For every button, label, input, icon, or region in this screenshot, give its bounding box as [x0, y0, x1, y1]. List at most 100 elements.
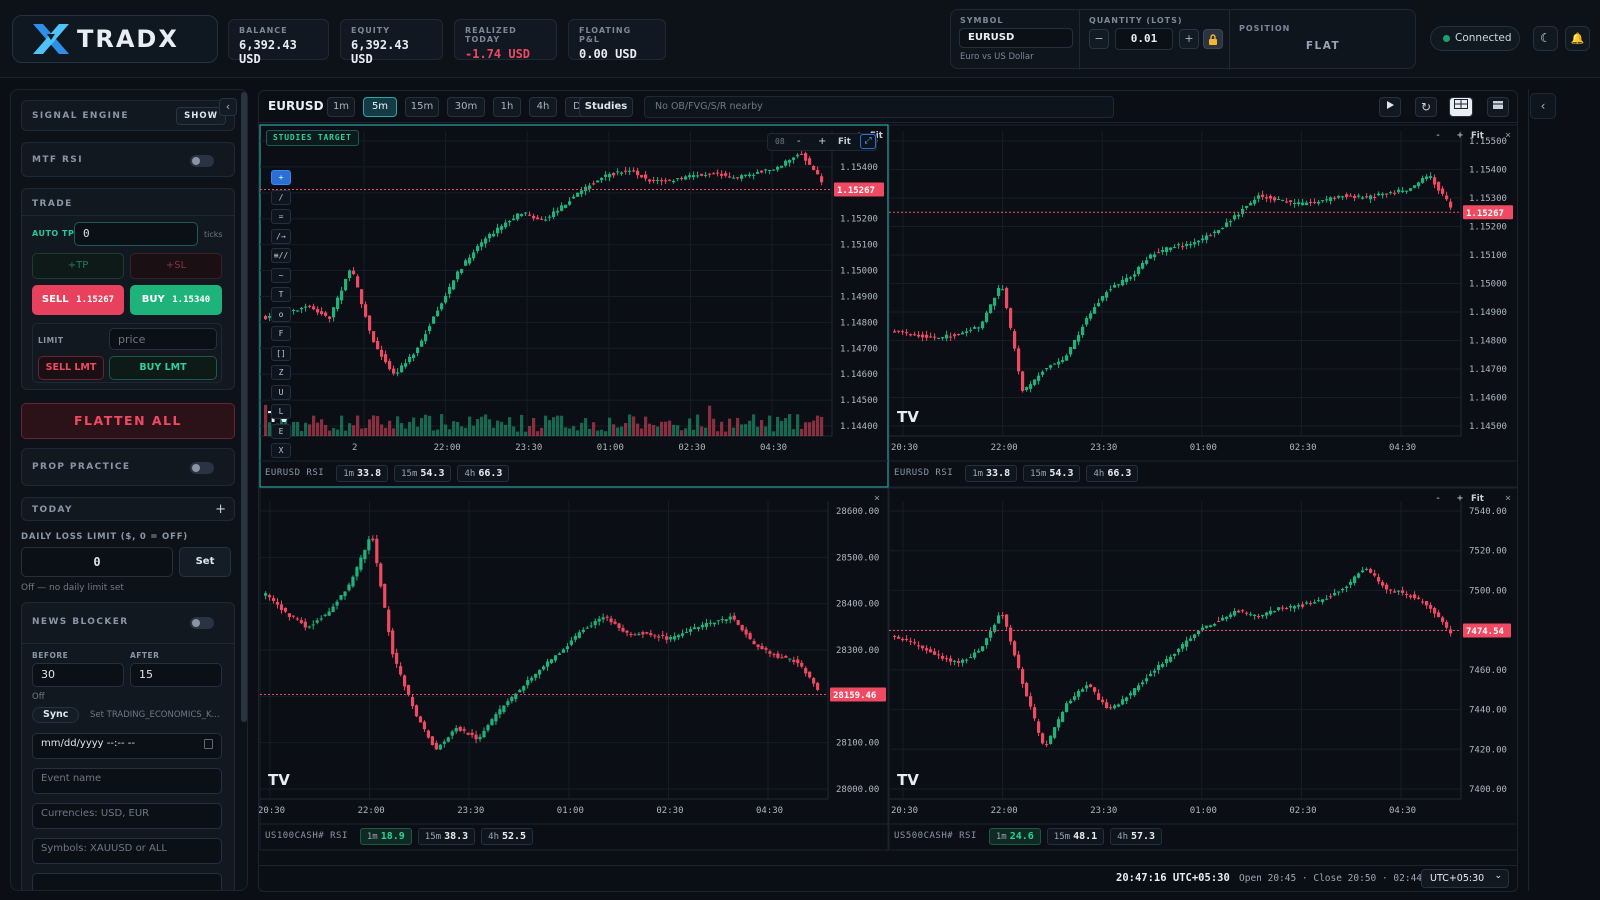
- chart-pane-p4[interactable]: [888, 487, 1518, 851]
- draw-tool-3[interactable]: /→: [271, 228, 291, 244]
- lock-icon[interactable]: [1203, 29, 1223, 49]
- news-after-input[interactable]: 15: [130, 663, 222, 687]
- refresh-icon[interactable]: ↻: [1415, 97, 1437, 117]
- play-icon[interactable]: [1379, 97, 1401, 117]
- add-tp-button[interactable]: +TP: [32, 253, 124, 279]
- timeframe-5m[interactable]: 5m: [363, 97, 397, 117]
- candle: [1329, 596, 1333, 598]
- draw-tool-1[interactable]: /: [271, 189, 291, 205]
- draw-tool-5[interactable]: ~: [271, 267, 291, 283]
- rsi-chip-1m[interactable]: 1m 33.8: [965, 464, 1018, 482]
- volume-bar: [608, 417, 612, 436]
- timeframe-30m[interactable]: 30m: [447, 97, 485, 117]
- draw-tool-0[interactable]: +: [271, 170, 291, 185]
- layout-icon[interactable]: [1487, 97, 1509, 117]
- candle: [1101, 296, 1105, 301]
- rsi-chip-15m[interactable]: 15m 48.1: [1046, 827, 1105, 845]
- candle: [1229, 614, 1233, 618]
- draw-tool-7[interactable]: o: [271, 306, 291, 322]
- draw-tool-8[interactable]: F: [271, 326, 291, 341]
- sidebar-scrollbar[interactable]: [241, 92, 247, 722]
- symbol-input[interactable]: EURUSD: [959, 28, 1073, 48]
- theme-toggle-icon[interactable]: ☾: [1533, 26, 1558, 51]
- news-datetime-input[interactable]: mm/dd/yyyy --:-- --: [32, 733, 222, 759]
- layout-grid-icon[interactable]: [1449, 97, 1473, 117]
- rsi-chip-4h[interactable]: 4h 66.3: [1086, 464, 1139, 482]
- draw-tool-10[interactable]: Z: [271, 365, 291, 380]
- candle: [328, 316, 332, 319]
- draw-tool-11[interactable]: U: [271, 384, 291, 400]
- draw-tool-2[interactable]: =: [271, 209, 291, 224]
- draw-tool-6[interactable]: T: [271, 287, 291, 302]
- buy-button[interactable]: BUY 1.15340: [130, 285, 222, 315]
- x-tick-label: 23:30: [515, 443, 542, 453]
- timeframe-1h[interactable]: 1h: [493, 97, 521, 117]
- today-card[interactable]: TODAY +: [21, 497, 235, 521]
- chart-pane-p3[interactable]: [259, 487, 889, 851]
- right-panel-collapse-button[interactable]: ‹: [1530, 93, 1556, 119]
- timeframe-15m[interactable]: 15m: [405, 97, 439, 117]
- timezone-select[interactable]: UTC+05:30 ⌄: [1421, 869, 1509, 888]
- rsi-chip-4h[interactable]: 4h 52.5: [481, 827, 534, 845]
- qty-increase-button[interactable]: +: [1179, 29, 1199, 49]
- chart-pane-p2[interactable]: [888, 124, 1518, 488]
- candle: [673, 636, 677, 640]
- draw-tool-14[interactable]: X: [271, 443, 291, 458]
- draw-tool-9[interactable]: []: [271, 345, 291, 361]
- candle: [1349, 581, 1353, 585]
- rsi-chip-15m[interactable]: 15m 54.3: [394, 464, 452, 482]
- rsi-chip-1m[interactable]: 1m 33.8: [336, 464, 389, 482]
- timeframe-4h[interactable]: 4h: [529, 97, 557, 117]
- add-sl-button[interactable]: +SL: [130, 253, 222, 279]
- draw-tool-12[interactable]: L: [271, 404, 291, 419]
- daily-loss-input[interactable]: 0: [21, 547, 173, 577]
- zoom-out-button[interactable]: -: [797, 136, 801, 147]
- news-add-field[interactable]: [32, 873, 222, 890]
- candle: [1117, 284, 1121, 286]
- rsi-chip-1m[interactable]: 1m 24.6: [988, 827, 1041, 845]
- event-name-input[interactable]: Event name: [32, 768, 222, 794]
- sell-limit-button[interactable]: SELL LMT: [38, 356, 104, 380]
- calendar-icon[interactable]: [204, 739, 213, 749]
- mtf-rsi-toggle[interactable]: [190, 155, 214, 167]
- news-blocker-toggle[interactable]: [190, 617, 214, 629]
- limit-price-input[interactable]: price: [109, 328, 217, 350]
- studies-button[interactable]: Studies: [579, 97, 633, 117]
- volume-bar: [788, 414, 792, 436]
- sidebar-collapse-button[interactable]: ‹: [219, 98, 237, 116]
- news-before-input[interactable]: 30: [32, 663, 124, 687]
- bell-icon[interactable]: 🔔: [1565, 26, 1590, 51]
- draw-tool-13[interactable]: E: [271, 423, 291, 439]
- chart-symbol[interactable]: EURUSD: [268, 99, 324, 113]
- news-sync-button[interactable]: Sync: [32, 707, 80, 723]
- rsi-chip-1m[interactable]: 1m 18.9: [359, 827, 412, 845]
- buy-limit-button[interactable]: BUY LMT: [109, 356, 217, 380]
- candle: [1025, 683, 1029, 697]
- chart-grid-svg[interactable]: 1.15500 1.15400 1.15300 1.15200 1.15100 1.150…: [259, 91, 1518, 892]
- auto-tp-input[interactable]: 0: [74, 222, 198, 246]
- rsi-chip-4h[interactable]: 4h 66.3: [457, 464, 510, 482]
- qty-input[interactable]: 0.01: [1115, 28, 1173, 50]
- currencies-input[interactable]: Currencies: USD, EUR: [32, 803, 222, 829]
- rsi-chip-15m[interactable]: 15m 38.3: [417, 827, 476, 845]
- symbols-input[interactable]: Symbols: XAUUSD or ALL: [32, 838, 222, 864]
- candle: [1365, 196, 1369, 198]
- expand-icon[interactable]: ⤢: [860, 134, 876, 149]
- timeframe-1m[interactable]: 1m: [327, 97, 355, 117]
- rsi-chip-4h[interactable]: 4h 57.3: [1110, 827, 1163, 845]
- fit-button[interactable]: Fit: [838, 137, 851, 147]
- qty-decrease-button[interactable]: −: [1089, 29, 1109, 49]
- prop-practice-toggle[interactable]: [190, 462, 214, 474]
- rsi-chip-15m[interactable]: 15m 54.3: [1023, 464, 1081, 482]
- zoom-in-button[interactable]: +: [818, 136, 827, 147]
- signal-engine-show-button[interactable]: SHOW: [176, 107, 226, 125]
- flatten-all-button[interactable]: FLATTEN ALL: [21, 403, 235, 439]
- candle: [1393, 591, 1397, 593]
- candle: [1421, 177, 1425, 183]
- candle: [367, 539, 371, 551]
- candle: [1069, 700, 1073, 704]
- today-expand-icon[interactable]: +: [215, 502, 226, 517]
- draw-tool-4[interactable]: ≡//: [271, 248, 291, 263]
- daily-loss-set-button[interactable]: Set: [179, 547, 231, 577]
- sell-button[interactable]: SELL 1.15267: [32, 285, 124, 315]
